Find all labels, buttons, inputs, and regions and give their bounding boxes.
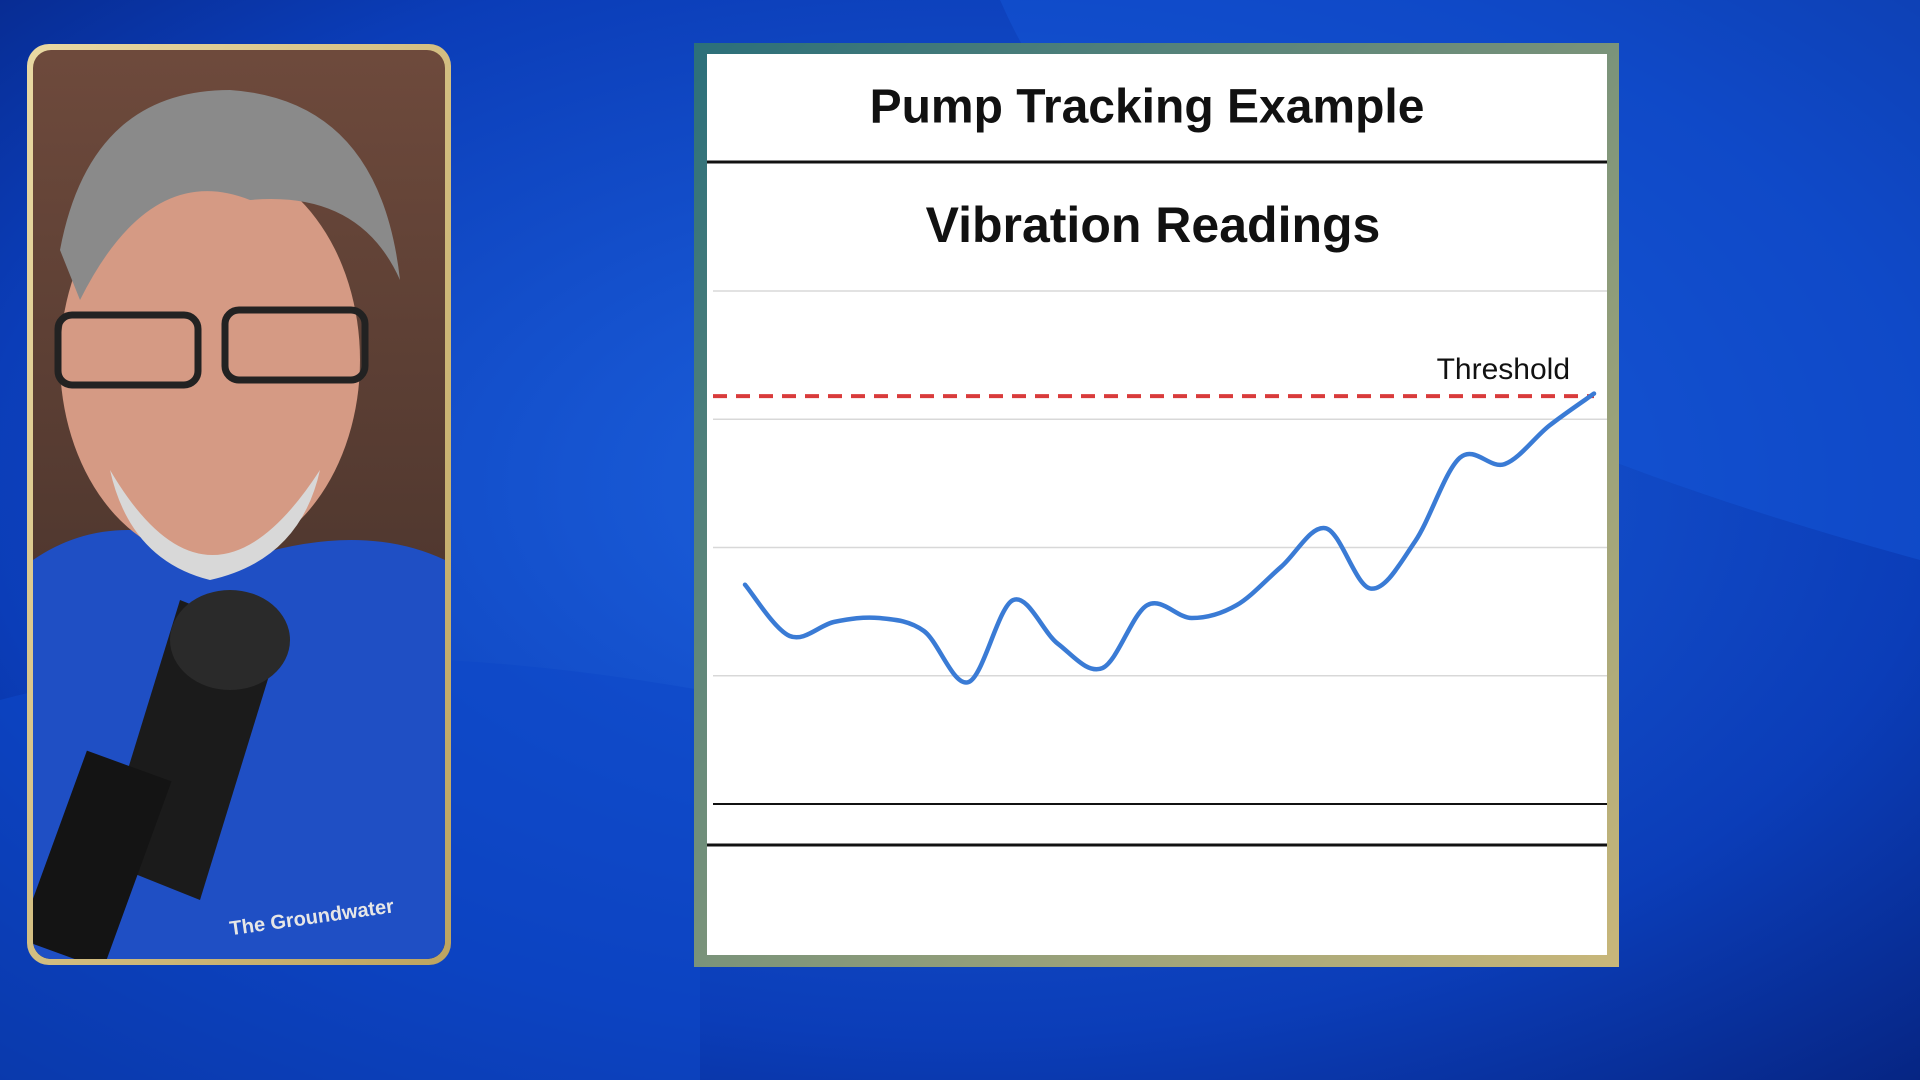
- chart-title: Vibration Readings: [926, 197, 1381, 253]
- webcam-video: [33, 50, 445, 959]
- line: [742, 391, 1597, 685]
- plot: Threshold: [713, 290, 1607, 805]
- slide: [707, 54, 1607, 955]
- threshold-label: Threshold: [1437, 353, 1570, 386]
- slide-title: Pump Tracking Example: [870, 81, 1425, 134]
